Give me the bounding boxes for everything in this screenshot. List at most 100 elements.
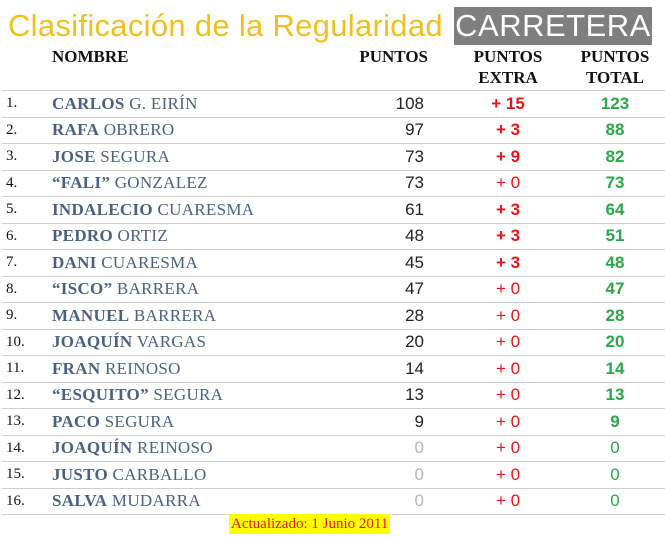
row-first-name: “ESQUITO”: [52, 385, 149, 405]
row-last-name: BARRERA: [129, 305, 217, 325]
row-first-name: PEDRO: [52, 226, 113, 246]
table-row: 1. CARLOS G. EIRÍN 108 + 15 123: [2, 90, 665, 118]
row-first-name: JOSE: [52, 146, 96, 166]
row-name: JOAQUÍN VARGAS: [52, 329, 352, 356]
row-position: 2.: [2, 117, 52, 144]
table-row: 5. INDALECIO CUARESMA 61 + 3 64: [2, 196, 665, 224]
row-position: 5.: [2, 196, 52, 224]
row-last-name: CARBALLO: [108, 464, 207, 484]
row-first-name: JOAQUÍN: [52, 438, 133, 458]
row-first-name: FRAN: [52, 358, 101, 378]
row-first-name: JOAQUÍN: [52, 332, 133, 352]
row-points: 47: [352, 276, 452, 303]
row-points: 61: [352, 196, 452, 224]
header-extra: PUNTOS EXTRA: [452, 46, 564, 91]
row-first-name: “ISCO”: [52, 279, 113, 299]
header-name: NOMBRE: [52, 47, 129, 66]
row-extra: + 3: [452, 196, 564, 224]
row-position: 12.: [2, 382, 52, 409]
row-name: JOAQUÍN REINOSO: [52, 435, 352, 462]
row-points: 13: [352, 382, 452, 409]
row-points: 9: [352, 408, 452, 436]
row-last-name: ORTIZ: [113, 226, 169, 246]
row-last-name: BARRERA: [112, 279, 200, 299]
row-last-name: CUARESMA: [96, 252, 199, 272]
table-row: 10. JOAQUÍN VARGAS 20 + 0 20: [2, 329, 665, 356]
table-row: 2. RAFA OBRERO 97 + 3 88: [2, 117, 665, 144]
row-extra: + 3: [452, 223, 564, 250]
table-row: 11. FRAN REINOSO 14 + 0 14: [2, 355, 665, 383]
row-extra: + 0: [452, 382, 564, 409]
category-badge: CARRETERA: [454, 7, 652, 45]
row-last-name: SEGURA: [100, 411, 175, 431]
row-first-name: CARLOS: [52, 93, 125, 113]
header-total: PUNTOS TOTAL: [564, 46, 665, 91]
row-points: 0: [352, 488, 452, 515]
row-total: 82: [564, 143, 665, 171]
row-position: 4.: [2, 170, 52, 197]
row-position: 1.: [2, 90, 52, 118]
row-first-name: “FALI”: [52, 173, 111, 193]
row-first-name: SALVA: [52, 491, 108, 511]
row-extra: + 0: [452, 329, 564, 356]
row-total: 48: [564, 249, 665, 277]
row-first-name: DANI: [52, 252, 97, 272]
row-position: 14.: [2, 435, 52, 462]
row-position: 10.: [2, 329, 52, 356]
row-total: 123: [564, 90, 665, 118]
row-extra: + 0: [452, 170, 564, 197]
row-total: 28: [564, 302, 665, 330]
title-text: Clasificación de la Regularidad: [8, 8, 443, 43]
header-total-line1: PUNTOS: [580, 47, 650, 66]
row-last-name: SEGURA: [95, 146, 171, 166]
table-header-row: NOMBRE PUNTOS PUNTOS EXTRA PUNTOS TOTAL: [2, 46, 665, 91]
row-points: 14: [352, 355, 452, 383]
row-position: 7.: [2, 249, 52, 277]
row-position: 9.: [2, 302, 52, 330]
row-points: 0: [352, 461, 452, 489]
row-position: 15.: [2, 461, 52, 489]
row-last-name: REINOSO: [132, 438, 213, 458]
row-total: 13: [564, 382, 665, 409]
row-points: 73: [352, 170, 452, 197]
row-first-name: INDALECIO: [52, 199, 153, 219]
row-points: 0: [352, 435, 452, 462]
row-total: 9: [564, 408, 665, 436]
row-position: 13.: [2, 408, 52, 436]
row-position: 16.: [2, 488, 52, 515]
row-total: 51: [564, 223, 665, 250]
row-total: 0: [564, 435, 665, 462]
row-name: JUSTO CARBALLO: [52, 461, 352, 489]
row-name: “ISCO” BARRERA: [52, 276, 352, 303]
page-title: Clasificación de la Regularidad CARRETER…: [0, 6, 665, 46]
row-extra: + 0: [452, 488, 564, 515]
row-total: 20: [564, 329, 665, 356]
row-points: 48: [352, 223, 452, 250]
table-row: 7. DANI CUARESMA 45 + 3 48: [2, 249, 665, 277]
standings-table: NOMBRE PUNTOS PUNTOS EXTRA PUNTOS TOTAL …: [2, 46, 665, 515]
row-name: MANUEL BARRERA: [52, 302, 352, 330]
row-total: 0: [564, 461, 665, 489]
row-name: FRAN REINOSO: [52, 355, 352, 383]
row-last-name: OBRERO: [99, 120, 175, 140]
table-row: 8. “ISCO” BARRERA 47 + 0 47: [2, 276, 665, 303]
header-points: PUNTOS: [359, 47, 428, 66]
row-extra: + 0: [452, 435, 564, 462]
row-last-name: VARGAS: [132, 332, 207, 352]
row-points: 97: [352, 117, 452, 144]
row-points: 20: [352, 329, 452, 356]
row-first-name: RAFA: [52, 120, 100, 140]
row-last-name: G. EIRÍN: [124, 93, 198, 113]
row-first-name: MANUEL: [52, 305, 130, 325]
table-row: 4. “FALI” GONZALEZ 73 + 0 73: [2, 170, 665, 197]
row-name: JOSE SEGURA: [52, 143, 352, 171]
row-extra: + 0: [452, 355, 564, 383]
row-first-name: JUSTO: [52, 464, 108, 484]
row-points: 108: [352, 90, 452, 118]
row-extra: + 0: [452, 461, 564, 489]
row-name: RAFA OBRERO: [52, 117, 352, 144]
row-total: 47: [564, 276, 665, 303]
